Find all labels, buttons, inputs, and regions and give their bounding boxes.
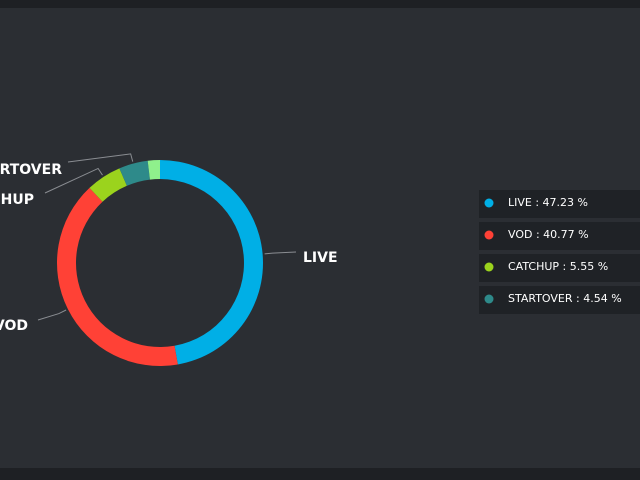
- leader-line: [44, 167, 103, 194]
- legend-item: [479, 254, 640, 282]
- donut-slice: [119, 160, 150, 186]
- donut-slice: [147, 160, 160, 180]
- slice-label: CATCHUP: [0, 192, 34, 208]
- legend-swatch: [484, 262, 494, 272]
- slice-label: VOD: [0, 318, 28, 334]
- legend-swatch: [484, 230, 494, 240]
- legend-swatch: [484, 294, 494, 304]
- leader-line: [67, 153, 134, 163]
- legend-item: [479, 190, 640, 218]
- legend-label: STARTOVER : 4.54 %: [508, 292, 622, 305]
- leader-line: [264, 251, 297, 255]
- leader-line: [37, 309, 67, 321]
- donut-slice: [160, 160, 264, 365]
- top-bar: [0, 0, 640, 8]
- legend-swatch: [484, 198, 494, 208]
- legend-label: CATCHUP : 5.55 %: [508, 260, 608, 273]
- slice-label: LIVE: [303, 250, 338, 266]
- legend-label: LIVE : 47.23 %: [508, 196, 588, 209]
- bottom-bar: [0, 468, 640, 480]
- slice-label: STARTOVER: [0, 162, 62, 178]
- donut-slice: [89, 168, 127, 202]
- legend-label: VOD : 40.77 %: [508, 228, 589, 241]
- legend-item: [479, 286, 640, 314]
- donut-slice: [56, 187, 178, 366]
- legend-item: [479, 222, 640, 250]
